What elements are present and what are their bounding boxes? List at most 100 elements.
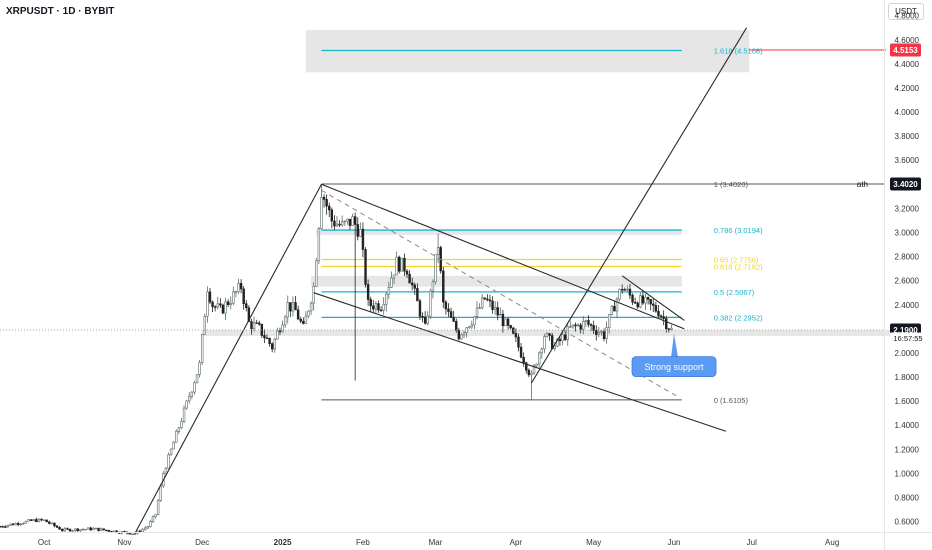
candle-body [167,454,170,469]
candle-body [195,374,199,384]
candle-body [569,326,572,328]
trendline-4 [621,275,685,321]
candle-body [543,336,546,350]
candle-body [270,343,274,350]
candle-body [203,315,207,335]
candle-body [322,197,326,200]
y-tick-label: 3.0000 [895,228,920,237]
ath-badge: 3.4020 [893,180,918,189]
symbol-title: XRPUSDT · 1D · BYBIT [6,6,115,17]
x-tick-label: Oct [38,538,51,547]
candle-body [522,357,525,364]
countdown-bg [890,332,927,344]
candle-body [97,527,100,531]
candle-body [304,315,308,324]
candle-body [462,332,466,336]
candle-body [250,321,253,329]
candle-body [405,270,409,275]
candle-body [237,283,240,292]
candle-body [387,286,391,295]
fib-label-1.618: 1.618 (4.5108) [714,46,763,55]
candle-body [55,525,59,528]
candle-body [483,297,486,300]
candle-body [19,523,22,525]
y-tick-label: 1.2000 [895,445,920,454]
candle-body [71,530,74,532]
candle-body [105,529,108,532]
candle-body [670,327,673,330]
zone-3 [202,330,900,337]
candle-body [646,297,650,300]
candle-body [644,297,647,304]
target-badge: 4.5153 [893,46,918,55]
candle-body [574,324,577,327]
candle-body [579,324,582,330]
candle-body [421,316,424,318]
candle-body [16,523,20,525]
candle-body [460,334,463,340]
candle-body [410,282,414,286]
candle-body [348,218,352,226]
candle-body [626,288,629,291]
candle-body [42,519,46,521]
candle-body [252,322,256,329]
candle-body [364,249,367,285]
candle-body [302,320,305,324]
candle-body [193,382,196,393]
countdown-label: 16:57:55 [893,334,922,343]
candle-body [353,216,357,225]
candle-body [558,338,562,342]
candle-body [53,522,56,527]
candle-body [255,322,258,324]
candle-body [211,301,214,308]
candle-body [276,330,279,340]
candle-body [281,324,284,333]
candle-body [273,338,276,350]
candle-body [151,516,155,522]
candle-body [232,291,235,304]
y-tick-label: 4.8000 [895,12,920,21]
candle-body [615,298,619,312]
candle-body [289,302,292,312]
candle-body [633,301,637,304]
candle-body [496,307,499,316]
callout-pointer [671,333,679,358]
candle-body [73,528,77,531]
trendlines: ath [0,27,886,534]
candle-body [221,304,225,314]
candle-body [628,288,632,296]
candle-body [416,288,419,302]
candle-body [164,467,168,474]
candle-body [582,320,585,330]
currency-selector[interactable]: USDT [888,3,924,20]
callout-box [631,356,717,378]
candle-body [27,519,30,522]
candle-body [84,528,87,531]
candle-body [589,324,593,326]
candle-body [29,519,33,521]
candle-body [328,205,331,211]
candle-body [131,533,134,535]
candle-body [532,365,536,374]
candle-body [587,320,590,325]
candle-body [429,290,432,317]
candle-body [291,302,295,312]
candle-body [149,521,152,527]
y-tick-label: 3.2000 [895,204,920,213]
fib-label-0.382: 0.382 (2.2952) [714,313,763,322]
candle-body [512,327,515,334]
candle-body [538,352,541,365]
candle-body [99,528,103,531]
candle-body [447,308,450,312]
candle-body [133,533,137,535]
candle-body [597,332,601,335]
candle-body [431,281,435,292]
candle-body [283,316,287,326]
candle-body [356,224,359,237]
candle-body [649,299,652,305]
candle-body [525,362,528,371]
candle-body [89,527,92,531]
x-tick-label: Mar [429,538,443,547]
